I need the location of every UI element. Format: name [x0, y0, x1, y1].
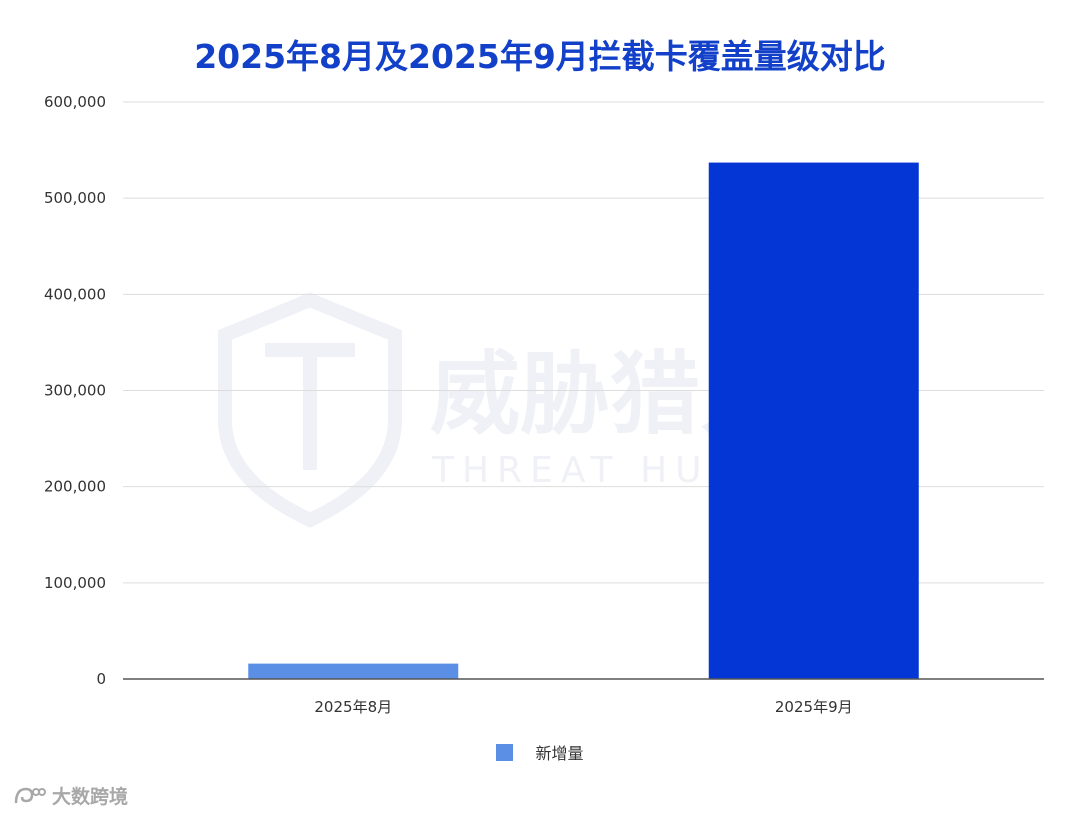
y-axis-ticks: 0 100,000 200,000 300,000 400,000 500,000 600,… [44, 93, 106, 688]
x-axis-categories: 2025年8月 2025年9月 [314, 698, 852, 716]
y-tick-label: 300,000 [44, 382, 106, 400]
bars [248, 162, 919, 679]
footer-watermark: 大数跨境 [12, 782, 128, 809]
y-tick-label: 400,000 [44, 285, 106, 303]
y-tick-label: 500,000 [44, 189, 106, 207]
chart-title: 2025年8月及2025年9月拦截卡覆盖量级对比 [194, 37, 886, 76]
x-category-label: 2025年9月 [775, 698, 853, 716]
y-tick-label: 0 [96, 670, 106, 688]
x-category-label: 2025年8月 [314, 698, 392, 716]
y-tick-label: 100,000 [44, 574, 106, 592]
bar-2 [708, 162, 919, 679]
legend: 新增量 [0, 740, 1080, 764]
legend-swatch [496, 743, 514, 761]
y-tick-label: 200,000 [44, 478, 106, 496]
legend-label: 新增量 [535, 744, 584, 763]
logo-icon [14, 787, 46, 803]
footer-watermark-text: 大数跨境 [52, 786, 129, 808]
bar-1 [248, 663, 459, 679]
y-tick-label: 600,000 [44, 93, 106, 111]
shield-icon [218, 292, 402, 528]
